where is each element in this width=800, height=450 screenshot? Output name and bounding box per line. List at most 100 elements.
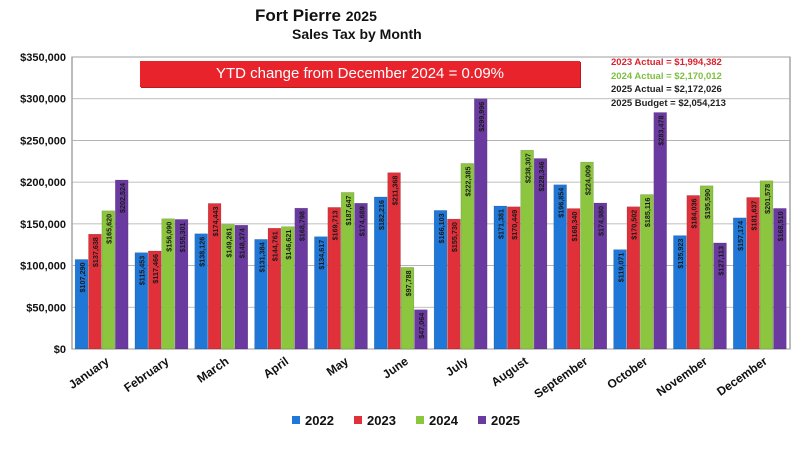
bar-2025-december (773, 208, 787, 350)
bar-2022-may (314, 236, 328, 350)
legend-label-2025: 2025 (491, 413, 520, 428)
data-label-2024-october: $185,116 (643, 198, 652, 228)
bar-2025-april (294, 207, 308, 350)
data-label-2025-may: $174,689 (357, 206, 366, 236)
bar-2022-august (493, 205, 508, 350)
chart-subtitle: Sales Tax by Month (292, 26, 422, 42)
total-2024-actual: 2024 Actual = $2,170,012 (611, 70, 722, 82)
data-label-2025-january: $202,524 (118, 183, 127, 213)
legend-swatch-2025 (478, 416, 486, 424)
bar-2024-december (759, 180, 774, 350)
y-tick-label: $0 (54, 344, 66, 356)
bar-2023-october (626, 206, 641, 350)
bar-2024-march (221, 224, 235, 350)
bar-2024-november (700, 185, 714, 350)
data-label-2022-august: $171,381 (497, 209, 506, 239)
bar-layer: $107,290 $137,638 $165,620 $202,524 $115,453… (74, 98, 787, 350)
bar-2022-january (74, 259, 89, 350)
data-label-2022-july: $166,103 (437, 213, 446, 243)
data-label-2022-october: $119,071 (616, 253, 625, 283)
y-tick-label: $100,000 (20, 261, 66, 273)
bar-2022-september (553, 184, 567, 350)
y-tick-label: $200,000 (20, 177, 66, 189)
bar-2025-july (474, 98, 488, 350)
data-label-2023-september: $168,340 (570, 212, 579, 242)
bar-2025-august (533, 158, 548, 350)
data-label-2023-august: $170,449 (510, 210, 519, 240)
bar-2024-february (161, 218, 175, 350)
total-2025-budget: 2025 Budget = $2,054,213 (611, 97, 726, 109)
bar-2024-july (460, 163, 474, 350)
data-label-2022-june: $182,216 (377, 200, 386, 230)
y-tick-label: $50,000 (26, 302, 66, 314)
data-label-2023-july: $155,730 (450, 222, 459, 252)
bar-2023-february (148, 250, 162, 350)
legend-label-2022: 2022 (305, 413, 334, 428)
x-tick-label-september: September (531, 354, 590, 401)
bar-2023-march (207, 203, 222, 350)
bar-2023-july (447, 218, 461, 350)
data-label-2022-november: $135,923 (676, 239, 685, 269)
bar-2024-january (101, 210, 115, 350)
bar-2022-november (673, 235, 687, 350)
chart-title-text: Fort Pierre (255, 6, 341, 25)
bar-2024-may (341, 192, 355, 350)
chart-title: Fort Pierre 2025 (255, 6, 377, 26)
bar-2022-april (254, 239, 268, 350)
x-tick-label-october: October (604, 354, 650, 392)
data-label-2023-march: $174,443 (211, 206, 220, 236)
data-label-2025-november: $127,113 (716, 246, 725, 276)
x-tick-label-january: January (66, 354, 112, 392)
bar-2022-october (613, 249, 627, 350)
data-label-2025-february: $155,301 (178, 222, 187, 252)
x-tick-label-august: August (489, 354, 531, 389)
data-label-2024-july: $222,385 (464, 166, 473, 196)
data-label-2022-december: $157,174 (736, 221, 745, 251)
data-label-2024-may: $187,647 (344, 195, 353, 225)
bar-2025-october (653, 112, 667, 350)
legend-swatch-2024 (416, 416, 424, 424)
bar-2024-august (520, 149, 534, 350)
data-label-2024-june: $97,788 (404, 270, 413, 296)
data-label-2024-december: $201,578 (763, 184, 772, 214)
bar-2023-december (746, 197, 760, 350)
total-2023-actual: 2023 Actual = $1,994,382 (611, 57, 722, 68)
data-label-2025-march: $148,374 (238, 228, 247, 258)
bar-2023-may (327, 207, 341, 350)
legend-label-2023: 2023 (367, 413, 396, 428)
data-label-2023-april: $144,761 (271, 231, 280, 261)
data-label-2023-may: $169,713 (331, 210, 340, 240)
data-label-2023-june: $211,368 (390, 176, 399, 206)
data-label-2023-october: $170,502 (630, 210, 639, 240)
annual-totals-box: 2023 Actual = $1,994,382 2024 Actual = $… (611, 56, 726, 110)
bar-2023-june (387, 172, 401, 350)
x-tick-label-april: April (261, 354, 291, 381)
data-label-2025-september: $174,980 (597, 206, 606, 236)
bar-2022-december (733, 217, 747, 350)
bar-2022-march (194, 233, 208, 350)
data-label-2024-august: $238,307 (523, 153, 532, 183)
x-tick-label-february: February (121, 354, 171, 395)
y-tick-label: $350,000 (20, 52, 66, 64)
bar-2023-april (267, 227, 282, 350)
bar-2024-june (400, 267, 415, 350)
legend-label-2024: 2024 (429, 413, 459, 428)
bar-2025-january (115, 179, 129, 350)
data-label-2022-march: $138,126 (197, 237, 206, 267)
bar-2025-may (354, 203, 368, 350)
data-label-2022-may: $134,617 (317, 240, 326, 270)
bar-2023-september (566, 208, 581, 350)
bar-2025-november (713, 242, 727, 350)
data-label-2024-november: $195,590 (703, 189, 712, 219)
grid-layer (71, 56, 791, 350)
bar-2024-september (580, 161, 594, 350)
bar-2024-april (281, 226, 295, 350)
data-label-2025-july: $299,996 (477, 102, 486, 132)
data-label-2024-march: $149,261 (224, 227, 233, 257)
y-tick-label: $250,000 (20, 135, 66, 147)
bar-2025-march (234, 224, 249, 350)
bar-2022-july (433, 210, 448, 350)
x-tick-label-november: November (654, 354, 710, 399)
x-tick-label-march: March (194, 354, 231, 386)
